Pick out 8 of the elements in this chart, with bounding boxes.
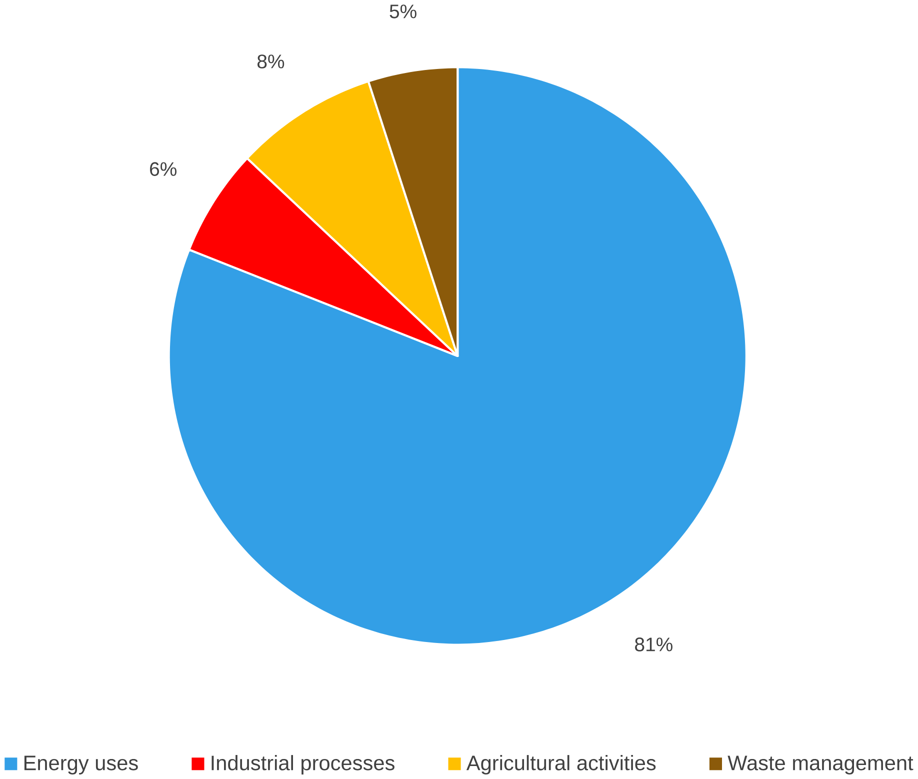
legend-label: Agricultural activities [466, 754, 656, 774]
legend-label: Waste management [728, 756, 914, 774]
legend-label: Energy uses [24, 756, 138, 774]
data-label: 5% [390, 4, 416, 18]
data-label: 8% [258, 54, 284, 68]
data-label: 81% [635, 638, 672, 652]
data-label: 6% [150, 162, 176, 176]
legend-label: Industrial processes [212, 754, 394, 774]
